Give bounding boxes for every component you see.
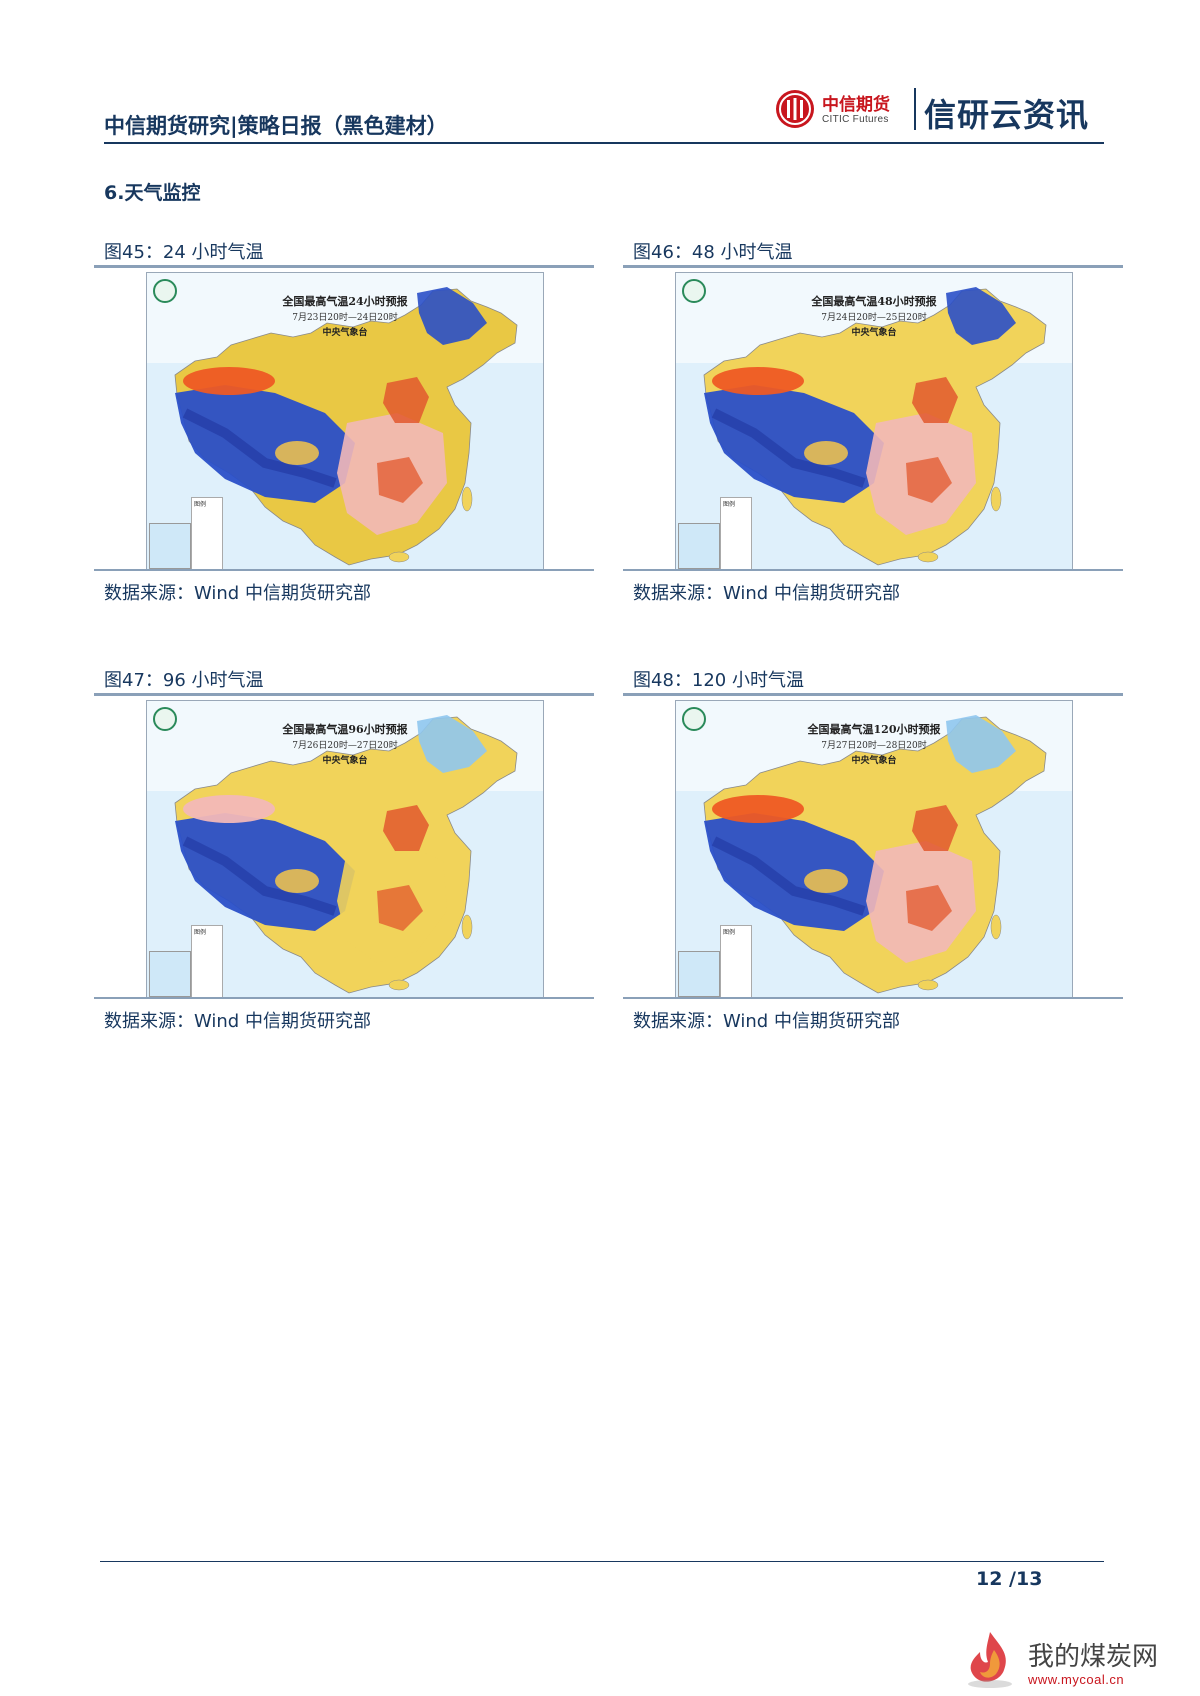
mycoal-watermark: 我的煤炭网 www.mycoal.cn	[960, 1624, 1190, 1694]
citic-futures-logo: 中信期货 CITIC Futures 信研云资讯	[776, 86, 1106, 134]
temperature-map: 全国最高气温120小时预报 7月27日20时—28日20时 中央气象台 图例	[675, 700, 1073, 998]
map-org: 中央气象台	[851, 756, 897, 766]
figure-top-rule	[94, 265, 594, 268]
map-title: 全国最高气温96小时预报	[282, 723, 408, 736]
legend-title: 图例	[723, 929, 736, 936]
cma-logo-icon	[682, 279, 706, 303]
figure-source: 数据来源：Wind 中信期货研究部	[104, 583, 371, 604]
figure-source: 数据来源：Wind 中信期货研究部	[633, 583, 900, 604]
map-title: 全国最高气温48小时预报	[811, 295, 937, 308]
watermark-text: 我的煤炭网	[1028, 1642, 1159, 1672]
flame-logo-icon	[960, 1628, 1020, 1690]
brand-name: 信研云资讯	[924, 96, 1090, 134]
map-org: 中央气象台	[322, 756, 368, 766]
map-title: 全国最高气温120小时预报	[807, 723, 941, 736]
logo-chinese-name: 中信期货	[822, 95, 890, 115]
map-org: 中央气象台	[322, 328, 368, 338]
legend-title: 图例	[194, 501, 207, 508]
figure-top-rule	[623, 265, 1123, 268]
legend-title: 图例	[194, 929, 207, 936]
map-period: 7月27日20时—28日20时	[821, 741, 927, 751]
figure-source: 数据来源：Wind 中信期货研究部	[104, 1011, 371, 1032]
figure-bottom-rule	[623, 569, 1123, 571]
footer-divider	[100, 1561, 1104, 1562]
south-china-sea-inset	[149, 951, 191, 997]
figure-top-rule	[94, 693, 594, 696]
map-org: 中央气象台	[851, 328, 897, 338]
cma-logo-icon	[153, 279, 177, 303]
section-title: 6.天气监控	[104, 182, 201, 204]
logo-english-name: CITIC Futures	[822, 114, 889, 125]
south-china-sea-inset	[678, 523, 720, 569]
logo-divider	[914, 88, 916, 130]
south-china-sea-inset	[149, 523, 191, 569]
temperature-map: 全国最高气温96小时预报 7月26日20时—27日20时 中央气象台 图例	[146, 700, 544, 998]
figure-bottom-rule	[94, 569, 594, 571]
china-temperature-artwork	[147, 273, 543, 569]
figure-caption: 图48：120 小时气温	[633, 670, 804, 691]
map-legend: 图例	[191, 925, 223, 997]
map-legend: 图例	[720, 497, 752, 569]
cma-logo-icon	[153, 707, 177, 731]
figure-top-rule	[623, 693, 1123, 696]
figure-bottom-rule	[94, 997, 594, 999]
legend-title: 图例	[723, 501, 736, 508]
figure-caption: 图47：96 小时气温	[104, 670, 264, 691]
citic-emblem-icon	[776, 90, 814, 128]
map-period: 7月23日20时—24日20时	[292, 313, 398, 323]
south-china-sea-inset	[678, 951, 720, 997]
header-divider	[104, 142, 1104, 144]
figure-caption: 图45：24 小时气温	[104, 242, 264, 263]
map-legend: 图例	[191, 497, 223, 569]
figure-caption: 图46：48 小时气温	[633, 242, 793, 263]
temperature-map: 全国最高气温24小时预报 7月23日20时—24日20时 中央气象台 图例	[146, 272, 544, 570]
map-title: 全国最高气温24小时预报	[282, 295, 408, 308]
map-period: 7月24日20时—25日20时	[821, 313, 927, 323]
figure-bottom-rule	[623, 997, 1123, 999]
figure-source: 数据来源：Wind 中信期货研究部	[633, 1011, 900, 1032]
page-number: 12 /13	[976, 1568, 1043, 1590]
map-period: 7月26日20时—27日20时	[292, 741, 398, 751]
temperature-map: 全国最高气温48小时预报 7月24日20时—25日20时 中央气象台 图例	[675, 272, 1073, 570]
cma-logo-icon	[682, 707, 706, 731]
china-temperature-artwork	[676, 273, 1072, 569]
map-legend: 图例	[720, 925, 752, 997]
report-header-title: 中信期货研究|策略日报（黑色建材）	[104, 114, 448, 138]
watermark-url: www.mycoal.cn	[1028, 1672, 1125, 1687]
